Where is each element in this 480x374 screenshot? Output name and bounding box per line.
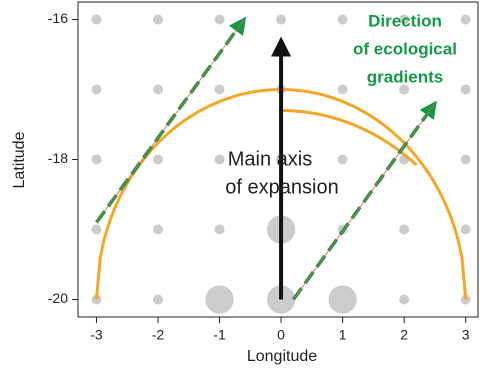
point <box>91 14 102 25</box>
point <box>153 224 163 235</box>
point <box>153 14 163 25</box>
point <box>337 154 348 165</box>
annotation: Main axis <box>228 148 312 170</box>
point <box>399 294 410 305</box>
annotation: of expansion <box>225 176 338 198</box>
point <box>276 14 287 25</box>
point <box>91 154 102 165</box>
point <box>337 84 348 95</box>
point <box>214 224 225 235</box>
arrow-core <box>96 19 245 223</box>
point <box>399 84 410 95</box>
point <box>460 224 471 235</box>
y-tick-label: -20 <box>48 290 68 306</box>
point <box>153 84 163 95</box>
x-tick-label: 2 <box>400 327 408 343</box>
arrow-core <box>293 103 436 300</box>
x-tick-label: -3 <box>90 327 103 343</box>
point <box>328 285 357 314</box>
point <box>91 224 102 235</box>
point <box>153 294 163 305</box>
point <box>214 84 225 95</box>
point <box>91 84 102 95</box>
point <box>214 154 225 165</box>
point <box>460 84 471 95</box>
point <box>460 154 471 165</box>
point <box>399 14 410 25</box>
arc <box>281 109 418 167</box>
point <box>337 14 348 25</box>
x-tick-label: 0 <box>277 327 285 343</box>
annotation: gradients <box>367 67 444 86</box>
x-tick-label: 3 <box>462 327 470 343</box>
y-tick-label: -16 <box>48 10 68 26</box>
annotation: of ecological <box>353 39 457 58</box>
point <box>460 14 471 25</box>
x-axis-label: Longitude <box>247 348 317 365</box>
point <box>205 285 234 314</box>
x-tick-label: -1 <box>213 327 226 343</box>
point <box>153 154 163 165</box>
annotation: Direction <box>368 11 442 30</box>
point <box>214 14 225 25</box>
point <box>399 224 410 235</box>
y-tick-label: -18 <box>48 150 68 166</box>
y-axis-label: Latitude <box>11 131 28 188</box>
point <box>91 294 102 305</box>
plot-area <box>91 14 471 314</box>
x-tick-label: -2 <box>152 327 165 343</box>
x-tick-label: 1 <box>339 327 347 343</box>
